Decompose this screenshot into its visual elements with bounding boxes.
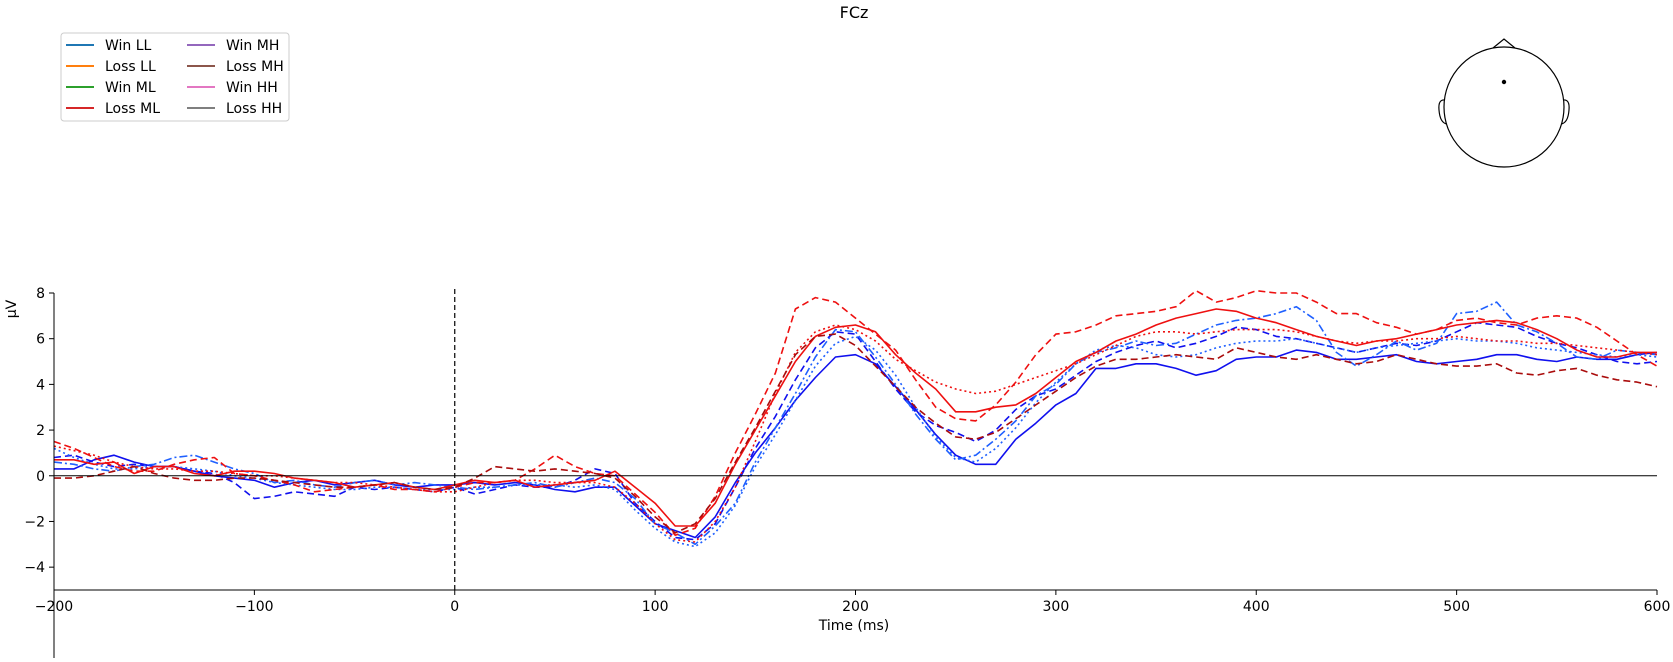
x-tick-label: 400 [1243, 599, 1270, 615]
head-left-ear [1438, 99, 1448, 125]
x-tick-label: −200 [35, 599, 73, 615]
plot-area: −200 −100 0 100 200 300 400 500 600 −4 −2 0 2 4 6 8 Ti… [4, 286, 1670, 658]
y-tick-label: 6 [36, 332, 45, 348]
head-nose [1492, 38, 1516, 49]
erp-series-line-4 [53, 335, 1658, 548]
x-tick-label: 300 [1043, 599, 1070, 615]
x-tick-label: 600 [1644, 599, 1671, 615]
erp-series-line-8 [54, 333, 1658, 534]
x-tick-label: 500 [1443, 599, 1470, 615]
sensor-head-map [1438, 38, 1570, 168]
y-tick-label: −2 [24, 514, 45, 530]
legend-label: Loss LL [105, 59, 156, 75]
y-tick-label: 0 [36, 469, 45, 485]
x-axis-label: Time (ms) [818, 618, 890, 634]
erp-series-line-6 [53, 289, 1658, 536]
legend-label: Win MH [226, 38, 279, 54]
y-tick-label: 2 [36, 423, 45, 439]
erp-series-line-5 [54, 308, 1657, 527]
erp-series-line-2 [53, 321, 1658, 541]
x-tick-label: 0 [450, 599, 459, 615]
legend-label: Win HH [226, 80, 278, 96]
x-tick-label: −100 [235, 599, 273, 615]
erp-series-line-1 [54, 349, 1658, 539]
y-tick-label: 8 [36, 286, 45, 302]
legend-label: Win LL [105, 38, 152, 54]
legend-frame [60, 32, 290, 122]
legend-label: Loss MH [226, 59, 284, 75]
head-outline [1443, 46, 1565, 168]
y-tick-label: 4 [36, 377, 45, 393]
figure-title: FCz [840, 3, 869, 22]
x-tick-label: 200 [842, 599, 869, 615]
erp-series-line-7 [53, 324, 1658, 543]
legend-label: Loss ML [105, 101, 160, 117]
legend-label: Loss HH [226, 101, 282, 117]
legend-label: Win ML [105, 80, 156, 96]
electrode-fcz-marker [1501, 79, 1507, 85]
legend: Win LL Loss LL Win ML Loss ML Win MH Loss MH W… [60, 32, 290, 122]
y-axis-label: µV [4, 299, 20, 318]
x-tick-label: 100 [642, 599, 669, 615]
head-right-ear [1560, 99, 1570, 125]
y-tick-label: −4 [24, 560, 45, 576]
